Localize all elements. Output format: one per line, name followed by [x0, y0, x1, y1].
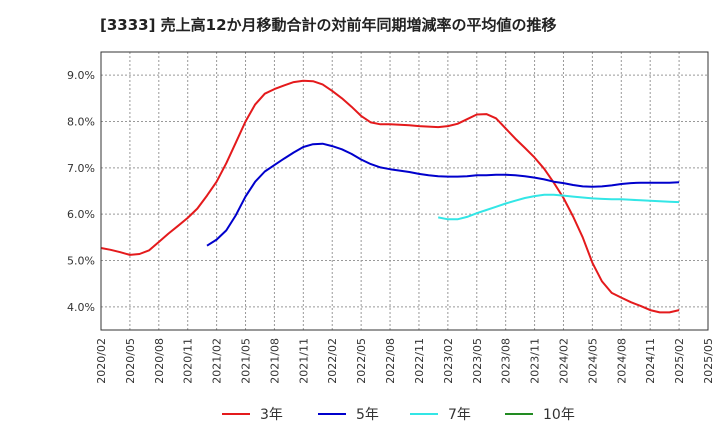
x-tick-label: 2020/11 [182, 338, 195, 384]
y-tick-label: 5.0% [67, 255, 95, 268]
x-tick-label: 2020/08 [153, 338, 166, 384]
chart-title: [3333] 売上高12か月移動合計の対前年同期増減率の平均値の推移 [100, 16, 557, 34]
x-tick-label: 2021/02 [211, 338, 224, 384]
x-axis: 2020/02 2020/05 2020/08 2020/11 2021/02 2021/… [95, 338, 715, 384]
series-line-1 [206, 142, 680, 247]
legend-label-1: 5年 [356, 407, 379, 423]
legend-label-2: 7年 [448, 407, 471, 423]
x-tick-label: 2023/11 [529, 338, 542, 384]
x-tick-label: 2022/05 [355, 338, 368, 384]
x-tick-label: 2021/11 [297, 338, 310, 384]
x-tick-label: 2025/02 [673, 338, 686, 384]
x-tick-label: 2022/08 [384, 338, 397, 384]
x-tick-label: 2021/05 [240, 338, 253, 384]
legend-label-3: 10年 [543, 407, 575, 423]
y-tick-label: 8.0% [67, 116, 95, 129]
x-tick-label: 2020/05 [124, 338, 137, 384]
legend: 3年 5年 7年 10年 [222, 407, 575, 423]
x-tick-label: 2022/11 [413, 338, 426, 384]
x-tick-label: 2024/02 [557, 338, 570, 384]
grid-lines [100, 52, 709, 330]
y-axis: 4.0% 5.0% 6.0% 7.0% 8.0% 9.0% [67, 69, 95, 314]
y-tick-label: 6.0% [67, 208, 95, 221]
x-tick-label: 2023/05 [471, 338, 484, 384]
plot-frame [100, 51, 709, 331]
legend-label-0: 3年 [260, 407, 283, 423]
series-lines [100, 79, 680, 314]
y-tick-label: 9.0% [67, 69, 95, 82]
series-line-2 [438, 193, 680, 221]
y-tick-label: 7.0% [67, 162, 95, 175]
x-tick-label: 2024/08 [615, 338, 628, 384]
x-tick-label: 2023/02 [442, 338, 455, 384]
x-tick-label: 2020/02 [95, 338, 108, 384]
y-tick-label: 4.0% [67, 301, 95, 314]
x-tick-label: 2023/08 [500, 338, 513, 384]
x-tick-label: 2022/02 [326, 338, 339, 384]
x-tick-label: 2024/05 [586, 338, 599, 384]
series-line-0 [100, 79, 680, 314]
x-tick-label: 2024/11 [644, 338, 657, 384]
x-tick-label: 2025/05 [702, 338, 715, 384]
x-tick-label: 2021/08 [268, 338, 281, 384]
